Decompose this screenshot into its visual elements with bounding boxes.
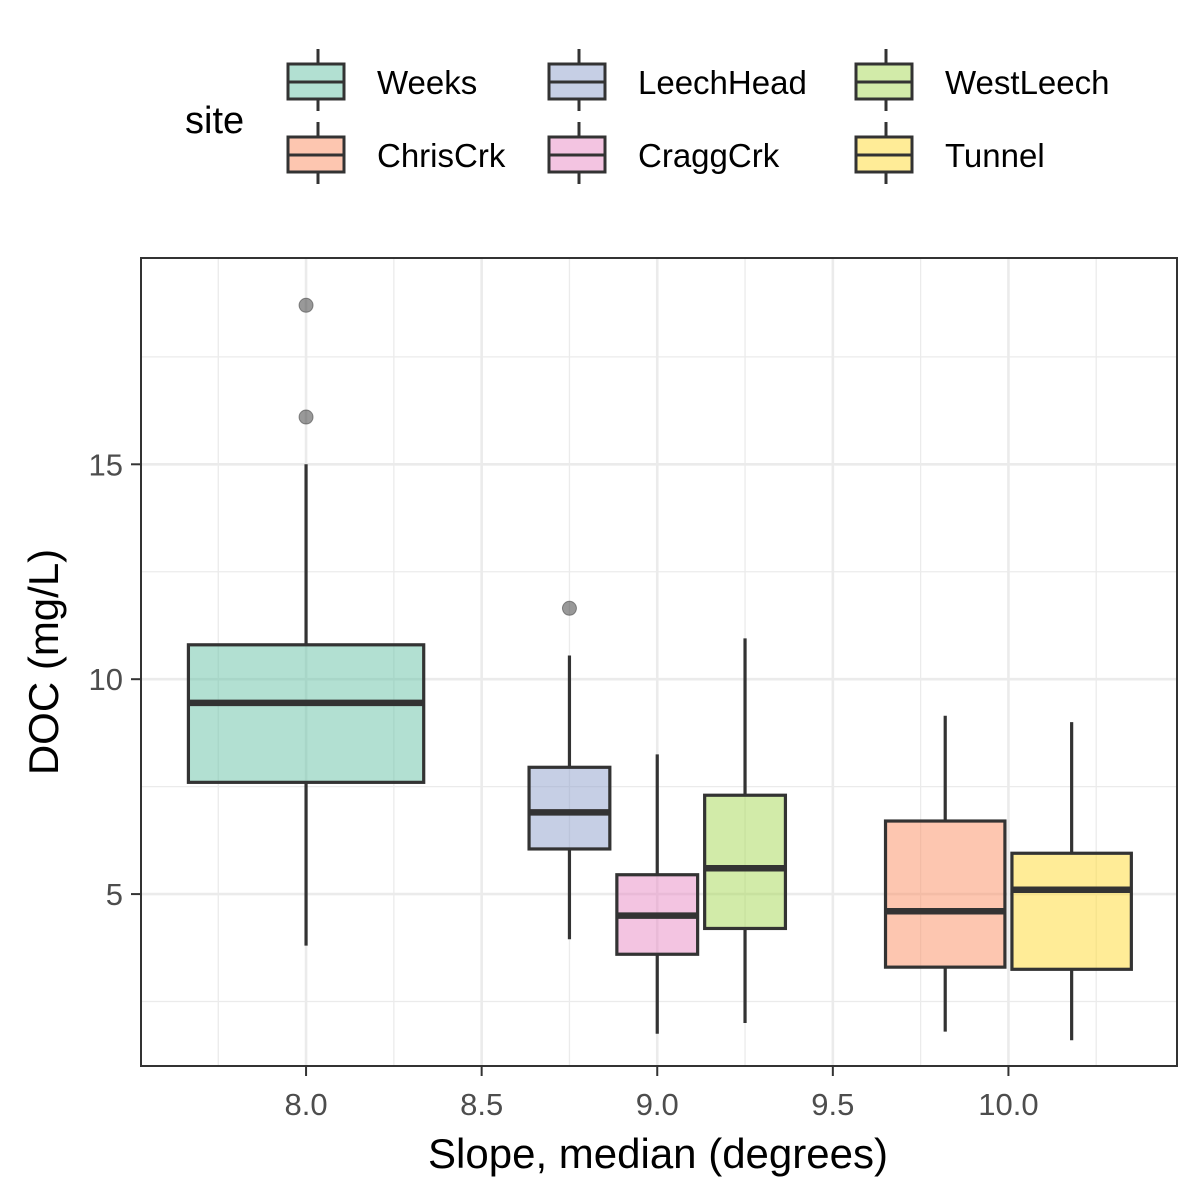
x-axis-label: Slope, median (degrees) bbox=[428, 1130, 888, 1177]
legend-key bbox=[854, 49, 914, 111]
box-weeks bbox=[186, 297, 426, 946]
box-craggcrk bbox=[615, 754, 700, 1034]
legend-label: WestLeech bbox=[945, 64, 1109, 101]
y-axis-label: DOC (mg/L) bbox=[20, 549, 67, 775]
box-westleech bbox=[703, 638, 788, 1024]
legend: site Weeks LeechHead WestLeech ChrisCrk Crag… bbox=[185, 49, 1109, 184]
x-axis: 8.0 8.5 9.0 9.5 10.0 bbox=[285, 1066, 1039, 1122]
legend-title: site bbox=[185, 100, 244, 142]
outlier-point bbox=[298, 297, 314, 313]
legend-key bbox=[854, 122, 914, 184]
legend-key bbox=[286, 122, 346, 184]
box-body bbox=[703, 793, 788, 931]
outlier-point bbox=[298, 409, 314, 425]
legend-label: Tunnel bbox=[945, 137, 1045, 174]
legend-entries: Weeks LeechHead WestLeech ChrisCrk CraggCrk T… bbox=[286, 49, 1109, 184]
legend-label: LeechHead bbox=[638, 64, 807, 101]
x-tick-label: 10.0 bbox=[978, 1087, 1038, 1122]
legend-label: CraggCrk bbox=[638, 137, 780, 174]
box-body bbox=[883, 819, 1007, 969]
plot-area: 8.0 8.5 9.0 9.5 10.0 5 10 15 bbox=[89, 257, 1178, 1122]
y-tick-label: 15 bbox=[89, 447, 123, 482]
box-body bbox=[1010, 851, 1133, 971]
x-tick-label: 8.5 bbox=[460, 1087, 503, 1122]
panel-border bbox=[140, 257, 1178, 1067]
legend-item-chriscrk: ChrisCrk bbox=[286, 122, 506, 184]
legend-item-westleech: WestLeech bbox=[854, 49, 1109, 111]
x-tick-label: 9.5 bbox=[811, 1087, 854, 1122]
outlier-point bbox=[561, 600, 577, 616]
legend-item-tunnel: Tunnel bbox=[854, 122, 1045, 184]
legend-label: ChrisCrk bbox=[377, 137, 506, 174]
box-tunnel bbox=[1010, 722, 1133, 1041]
x-tick-label: 8.0 bbox=[285, 1087, 328, 1122]
legend-key bbox=[286, 49, 346, 111]
box-body bbox=[186, 643, 426, 784]
legend-label: Weeks bbox=[377, 64, 477, 101]
box-chriscrk bbox=[883, 715, 1007, 1032]
x-tick-label: 9.0 bbox=[636, 1087, 679, 1122]
legend-key bbox=[547, 49, 607, 111]
boxes bbox=[186, 297, 1133, 1041]
y-axis: 5 10 15 bbox=[89, 447, 141, 912]
legend-item-craggcrk: CraggCrk bbox=[547, 122, 780, 184]
box-body bbox=[527, 765, 612, 851]
legend-item-leechhead: LeechHead bbox=[547, 49, 807, 111]
legend-key bbox=[547, 122, 607, 184]
y-tick-label: 10 bbox=[89, 662, 123, 697]
legend-item-weeks: Weeks bbox=[286, 49, 477, 111]
box-leechhead bbox=[527, 600, 612, 940]
y-tick-label: 5 bbox=[106, 877, 123, 912]
